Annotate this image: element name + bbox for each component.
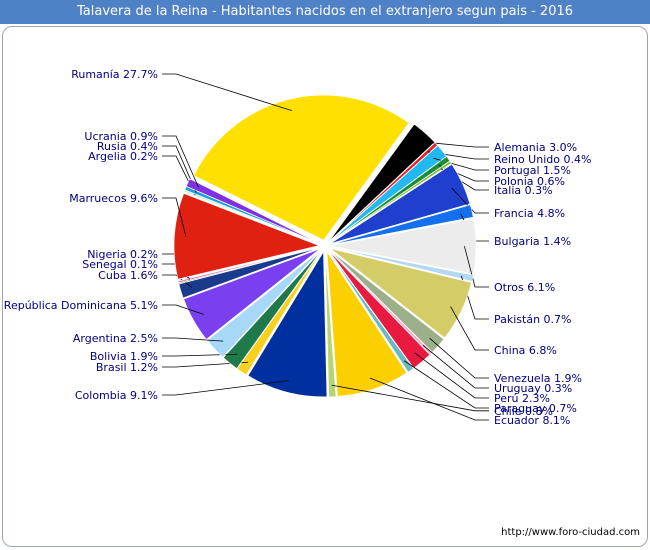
slice-label-rumania: Rumanía 27.7% bbox=[71, 68, 158, 81]
leader-line-rusia bbox=[162, 145, 197, 193]
slice-label-polonia: Polonia 0.6% bbox=[494, 175, 565, 188]
slice-label-uruguay: Uruguay 0.3% bbox=[494, 382, 572, 395]
slice-colombia bbox=[247, 250, 328, 398]
slice-label-ecuador: Ecuador 8.1% bbox=[494, 414, 570, 427]
slice-nigeria bbox=[177, 247, 320, 284]
slice-label-ucrania: Ucrania 0.9% bbox=[84, 130, 158, 143]
slice-pakistan bbox=[330, 246, 474, 282]
slice-label-portugal: Portugal 1.5% bbox=[494, 164, 571, 177]
slice-label-chile: Chile 0.8% bbox=[494, 405, 553, 418]
slice-label-francia: Francia 4.8% bbox=[494, 207, 565, 220]
slice-cuba bbox=[178, 247, 320, 299]
slice-marruecos bbox=[173, 193, 321, 280]
source-url: http://www.foro-ciudad.com bbox=[501, 527, 640, 538]
slice-label-peru: Perú 2.3% bbox=[494, 392, 550, 405]
slice-italia bbox=[329, 160, 452, 243]
slice-label-republica-dominicana: República Dominicana 5.1% bbox=[4, 299, 158, 312]
slice-label-china: China 6.8% bbox=[494, 344, 557, 357]
leader-line-china bbox=[450, 306, 489, 351]
slice-ecuador bbox=[326, 250, 408, 397]
slice-peru bbox=[328, 250, 431, 369]
slice-alemania bbox=[328, 123, 436, 242]
slice-label-bulgaria: Bulgaria 1.4% bbox=[494, 235, 571, 248]
chart-title: Talavera de la Reina - Habitantes nacido… bbox=[0, 0, 650, 24]
leader-line-republica-dominicana bbox=[162, 304, 204, 315]
slice-label-italia: Italia 0.3% bbox=[494, 184, 553, 197]
slice-francia bbox=[330, 163, 471, 244]
slice-bulgaria bbox=[330, 204, 474, 245]
slice-label-nigeria: Nigeria 0.2% bbox=[87, 248, 158, 261]
slice-label-marruecos: Marruecos 9.6% bbox=[69, 192, 158, 205]
leader-line-argentina bbox=[162, 337, 224, 342]
slice-label-rusia: Rusia 0.4% bbox=[97, 140, 158, 153]
leader-line-uruguay bbox=[422, 344, 489, 389]
leader-line-venezuela bbox=[429, 337, 489, 379]
slice-republica-dominicana bbox=[183, 248, 320, 340]
slice-label-cuba: Cuba 1.6% bbox=[98, 269, 158, 282]
slice-chile bbox=[324, 251, 337, 398]
slice-label-alemania: Alemania 3.0% bbox=[494, 141, 577, 154]
slice-label-paraguay: Paraguay 0.7% bbox=[494, 402, 577, 415]
leader-line-brasil bbox=[162, 361, 249, 368]
slice-bolivia bbox=[222, 250, 322, 369]
leader-line-cuba bbox=[162, 274, 193, 288]
slice-label-reino-unido: Reino Unido 0.4% bbox=[494, 153, 591, 166]
leader-line-francia bbox=[451, 187, 489, 214]
leader-line-peru bbox=[414, 352, 489, 399]
slice-china bbox=[330, 248, 472, 339]
leader-line-bolivia bbox=[162, 353, 238, 357]
slice-brasil bbox=[236, 250, 322, 376]
slice-label-senegal: Senegal 0.1% bbox=[82, 258, 158, 271]
slice-label-bolivia: Bolivia 1.9% bbox=[90, 350, 158, 363]
leader-line-chile bbox=[331, 384, 489, 412]
slice-label-argelia: Argelia 0.2% bbox=[88, 150, 158, 163]
leader-line-alemania bbox=[417, 141, 489, 148]
leader-line-marruecos bbox=[162, 197, 187, 237]
slice-label-brasil: Brasil 1.2% bbox=[96, 361, 158, 374]
slice-otros bbox=[330, 218, 477, 275]
leader-line-ucrania bbox=[162, 135, 199, 188]
slice-reino-unido bbox=[329, 142, 438, 243]
slice-label-otros: Otros 6.1% bbox=[494, 281, 555, 294]
leader-line-paraguay bbox=[403, 360, 489, 409]
slice-label-venezuela: Venezuela 1.9% bbox=[494, 372, 582, 385]
slice-label-pakistan: Pakistán 0.7% bbox=[494, 313, 572, 326]
leader-line-otros bbox=[464, 246, 489, 288]
leader-line-colombia bbox=[162, 380, 290, 396]
slice-paraguay bbox=[328, 250, 414, 373]
leader-line-ecuador bbox=[369, 377, 489, 421]
slice-portugal bbox=[329, 145, 447, 243]
slice-ucrania bbox=[185, 178, 320, 244]
leader-line-rumania bbox=[162, 73, 292, 111]
slice-label-colombia: Colombia 9.1% bbox=[75, 389, 158, 402]
slice-rumania bbox=[193, 94, 410, 241]
slice-label-argentina: Argentina 2.5% bbox=[73, 332, 158, 345]
